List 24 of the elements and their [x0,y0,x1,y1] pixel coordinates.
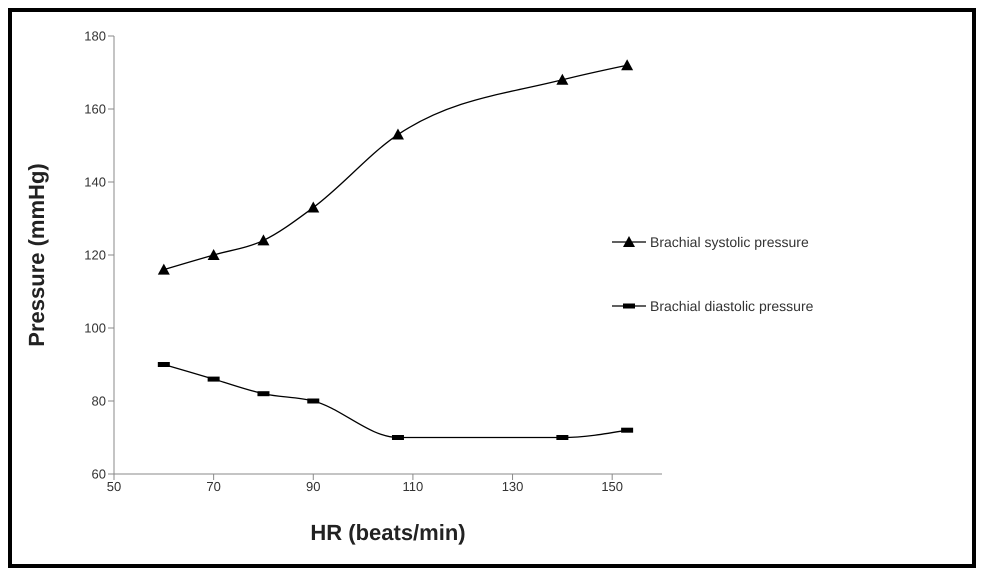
y-tick-label: 180 [84,28,106,44]
y-tick-label: 100 [84,320,106,336]
y-tick-label: 120 [84,248,106,263]
y-tick-label: 160 [84,102,106,117]
x-tick-label: 50 [106,479,122,494]
point [307,202,320,213]
point [621,59,634,70]
x-tick-label: 90 [306,479,321,494]
legend-label: Brachial diastolic pressure [650,298,814,314]
point [208,249,220,260]
y-tick-label: 60 [92,466,106,482]
x-tick-label: 130 [502,479,524,494]
legend-label: Brachial systolic pressure [650,234,809,250]
y-tick-label: 140 [84,174,106,190]
x-tick-label: 110 [402,479,424,494]
point [392,128,404,140]
point [556,74,568,85]
point [158,264,170,275]
y-axis-title: Pressure (mmHg) [24,163,49,347]
y-tick-label: 80 [92,394,106,409]
x-axis-title: HR (beats/min) [310,520,466,545]
point [257,234,270,246]
x-tick-label: 150 [601,479,624,494]
x-tick-label: 70 [206,479,221,494]
